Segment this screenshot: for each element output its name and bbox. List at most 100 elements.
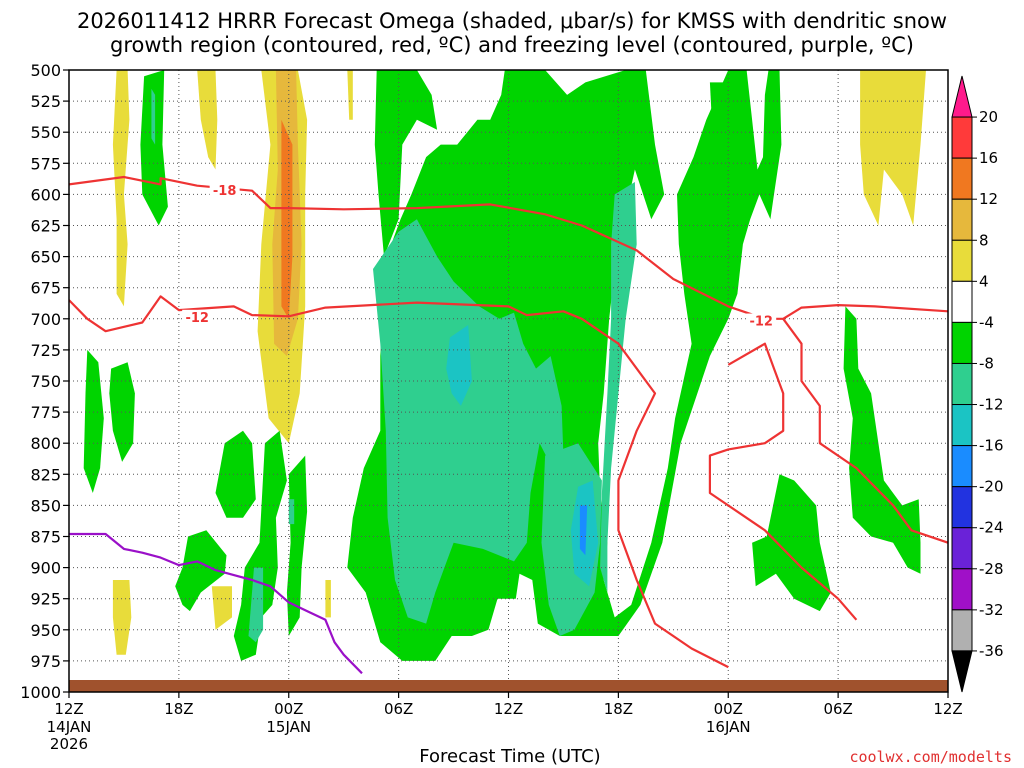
colorbar-label-10: -24 (979, 519, 1004, 537)
contour-dgz_minus18 (69, 175, 948, 320)
y-tick-label-950: 950 (30, 621, 61, 640)
y-tick-label-725: 725 (30, 341, 61, 360)
y-tick-label-850: 850 (30, 496, 61, 515)
y-tick-label-925: 925 (30, 590, 61, 609)
omega-region-10 (211, 586, 232, 630)
colorbar-bin-6 (951, 321, 973, 364)
y-tick-label-700: 700 (30, 310, 61, 329)
colorbar-bin-5 (951, 280, 973, 323)
omega-region-30 (446, 325, 472, 406)
omega-region-5 (347, 70, 353, 120)
y-tick-label-1000: 1000 (20, 683, 61, 702)
y-tick-label-975: 975 (30, 652, 61, 671)
colorbar-bin-0 (951, 75, 973, 118)
colorbar-bin-12 (951, 568, 973, 611)
colorbar-label-7: -12 (979, 396, 1004, 414)
omega-region-6 (860, 70, 926, 226)
chart-title-line2: growth region (contoured, red, ºC) and f… (110, 33, 914, 57)
omega-region-32 (579, 505, 588, 556)
colorbar: 20 16 12 8 4 -4 -8 -12 -16 -20 -24 -28 -32 -36 (951, 75, 1004, 693)
x-tick-label-30: 18Z (604, 700, 633, 718)
omega-region-19 (215, 430, 256, 518)
omega-region-4 (281, 119, 293, 319)
colorbar-label-13: -36 (979, 642, 1004, 660)
omega-shading (83, 70, 926, 661)
x-tick-label-6: 18Z (164, 700, 193, 718)
x-tick-label-36: 00Z (714, 700, 743, 718)
colorbar-label-12: -32 (979, 601, 1004, 619)
colorbar-label-8: -16 (979, 437, 1004, 455)
y-tick-label-500: 500 (30, 61, 61, 80)
omega-region-27 (373, 219, 564, 624)
contour-label-dgz_minus18_lower: -12 (185, 311, 209, 326)
contour-label-bg-dgz_minus18 (209, 182, 240, 198)
colorbar-label-0: 20 (979, 108, 998, 126)
y-tick-label-525: 525 (30, 92, 61, 111)
omega-region-20 (175, 530, 227, 612)
colorbar-bin-3 (951, 198, 973, 241)
omega-region-11 (325, 580, 331, 618)
x-tick-date-0: 14JAN (47, 718, 92, 736)
colorbar-label-6: -8 (979, 354, 994, 372)
omega-region-23 (288, 499, 295, 525)
x-tick-label-0: 12Z (54, 700, 83, 718)
y-tick-label-650: 650 (30, 248, 61, 267)
contour-freezing_level (69, 532, 363, 675)
omega-region-24 (248, 567, 264, 643)
colorbar-bin-4 (951, 239, 973, 282)
colorbar-bin-11 (951, 527, 973, 570)
colorbar-bin-14 (951, 650, 973, 693)
colorbar-bin-7 (951, 362, 973, 406)
omega-region-26 (843, 306, 921, 574)
x-axis-label: Forecast Time (UTC) (419, 746, 600, 767)
x-tick-label-24: 12Z (494, 700, 523, 718)
y-tick-label-750: 750 (30, 372, 61, 391)
colorbar-bin-8 (951, 404, 973, 447)
omega-region-12 (140, 70, 168, 226)
y-tick-label-825: 825 (30, 465, 61, 484)
colorbar-bin-1 (951, 116, 973, 159)
y-tick-label-600: 600 (30, 185, 61, 204)
x-tick-label-48: 12Z (933, 700, 962, 718)
colorbar-label-4: 4 (979, 272, 989, 290)
contour-label-dgz_minus12: -12 (749, 315, 773, 330)
colorbar-label-2: 12 (979, 190, 998, 208)
omega-region-18 (109, 362, 135, 462)
contour-dgz_minus12 (708, 342, 858, 621)
omega-region-16 (709, 82, 727, 145)
x-tick-label-42: 06Z (823, 700, 852, 718)
contour-lines: -18 -12 -12 (69, 175, 948, 675)
y-tick-label-775: 775 (30, 403, 61, 422)
y-tick-label-550: 550 (30, 123, 61, 142)
terrain-ground (69, 680, 948, 692)
contour-dgz_minus18_lower (69, 295, 729, 669)
omega-region-0 (112, 70, 130, 307)
colorbar-bin-13 (951, 609, 973, 652)
x-tick-date-12: 15JAN (266, 718, 311, 736)
colorbar-bin-10 (951, 486, 973, 529)
omega-region-17 (83, 349, 104, 493)
colorbar-bin-2 (951, 157, 973, 200)
y-tick-label-875: 875 (30, 528, 61, 547)
credit-text: coolwx.com/modelts (849, 748, 1012, 766)
x-tick-label-18: 06Z (384, 700, 413, 718)
y-axis: 500 525 550 575 600 625 650 675 700 725 750 775 800 8… (20, 61, 69, 702)
contour-label-bg-dgz_minus18_lower (182, 309, 213, 325)
colorbar-label-3: 8 (979, 231, 989, 249)
omega-region-1 (197, 70, 218, 170)
omega-region-14 (374, 70, 438, 257)
omega-region-21 (233, 430, 287, 661)
colorbar-label-5: -4 (979, 313, 994, 331)
colorbar-label-1: 16 (979, 149, 998, 167)
x-tick-label-12: 00Z (274, 700, 303, 718)
omega-region-29 (600, 182, 637, 593)
omega-region-13 (151, 88, 156, 145)
colorbar-label-9: -20 (979, 478, 1004, 496)
colorbar-label-11: -28 (979, 560, 1004, 578)
contour-dgz_east (782, 318, 948, 544)
chart-title-line1: 2026011412 HRRR Forecast Omega (shaded, … (77, 9, 947, 33)
y-tick-label-900: 900 (30, 559, 61, 578)
y-tick-label-575: 575 (30, 154, 61, 173)
